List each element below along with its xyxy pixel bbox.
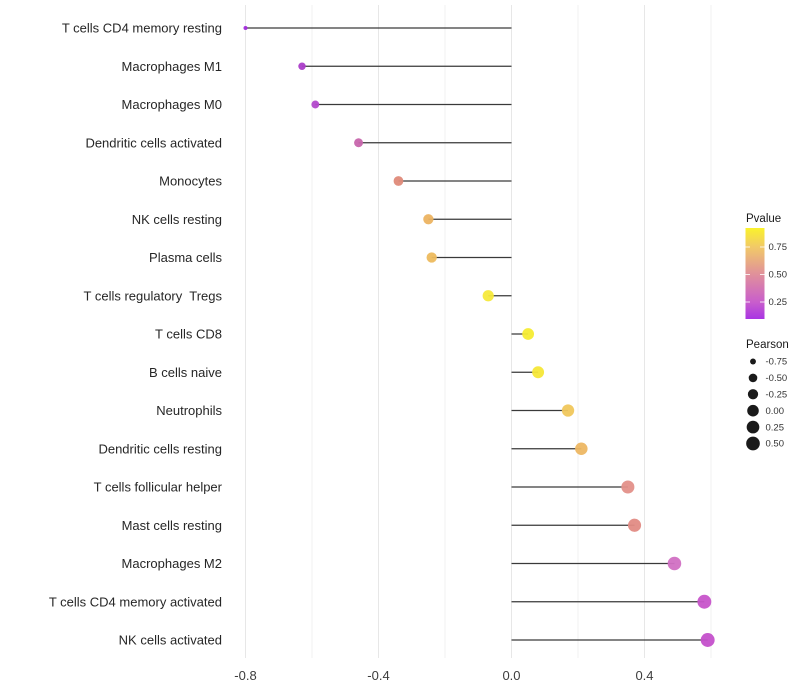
category-label: Monocytes	[159, 174, 222, 189]
lollipop-dot	[667, 556, 682, 571]
category-label: NK cells activated	[119, 633, 222, 648]
x-tick-label: 0.0	[502, 668, 520, 683]
pearson-size-dot	[750, 358, 756, 365]
category-label: Neutrophils	[156, 403, 222, 418]
lollipop-dot	[393, 176, 404, 186]
lollipop-dots-group	[243, 26, 715, 647]
pearson-size-label: -0.25	[766, 390, 788, 401]
category-label: T cells regulatory Tregs	[84, 288, 223, 303]
pearson-size-dot	[747, 404, 759, 417]
category-label: Mast cells resting	[122, 518, 222, 533]
category-label: Dendritic cells resting	[98, 441, 222, 456]
category-label: Dendritic cells activated	[85, 135, 222, 150]
lollipop-stems-group	[245, 27, 708, 641]
pearson-size-label: 0.00	[766, 406, 785, 417]
x-tick-label: -0.8	[234, 668, 256, 683]
x-axis-group: -0.8 -0.4 0.0 0.4	[234, 668, 653, 683]
lollipop-dot	[627, 518, 642, 532]
pearson-size-dot	[746, 436, 760, 451]
pvalue-tick-label: 0.75	[769, 242, 788, 253]
pvalue-tick-label: 0.25	[769, 297, 788, 308]
x-tick-label: 0.4	[635, 668, 653, 683]
pearson-size-dot	[747, 389, 759, 400]
lollipop-dot	[522, 328, 535, 340]
category-label: T cells CD4 memory resting	[62, 21, 222, 36]
lollipop-dot	[532, 366, 545, 379]
category-label: Macrophages M0	[122, 97, 222, 112]
lollipop-dot	[561, 404, 575, 417]
pearson-legend-title: Pearson	[746, 339, 789, 351]
category-label: Plasma cells	[149, 250, 222, 265]
category-label: NK cells resting	[132, 212, 222, 227]
legends-group: Pvalue 0.75 0.50 0.25 Pearson -0.75 -0.50 -0.25…	[745, 213, 789, 451]
pearson-size-dot	[748, 373, 758, 383]
lollipop-dot	[243, 26, 248, 30]
pvalue-gradient-bar	[745, 228, 765, 319]
lollipop-dot	[621, 480, 635, 494]
category-label: T cells follicular helper	[94, 480, 223, 495]
lollipop-dot	[311, 100, 320, 109]
pvalue-legend-title: Pvalue	[746, 213, 781, 225]
lollipop-dot	[423, 214, 434, 225]
category-labels-group: T cells CD4 memory resting Macrophages M1…	[49, 21, 223, 648]
pearson-size-label: -0.50	[766, 373, 788, 384]
lollipop-dot	[482, 290, 494, 302]
pearson-size-label: 0.50	[766, 439, 785, 450]
lollipop-dot	[426, 252, 437, 263]
x-tick-label: -0.4	[367, 668, 389, 683]
lollipop-dot	[354, 138, 364, 148]
pearson-size-label: -0.75	[766, 357, 788, 368]
lollipop-dot	[697, 594, 712, 609]
category-label: Macrophages M1	[122, 59, 222, 74]
pearson-size-label: 0.25	[766, 422, 785, 433]
pvalue-tick-label: 0.50	[769, 270, 788, 281]
lollipop-dot	[575, 442, 588, 455]
category-label: T cells CD4 memory activated	[49, 594, 222, 609]
category-label: T cells CD8	[155, 327, 222, 342]
pearson-size-dot	[746, 420, 760, 434]
lollipop-dot	[298, 62, 306, 70]
gridlines-group	[245, 5, 712, 658]
category-label: B cells naive	[149, 365, 222, 380]
lollipop-dot	[700, 633, 715, 647]
category-label: Macrophages M2	[122, 556, 222, 571]
